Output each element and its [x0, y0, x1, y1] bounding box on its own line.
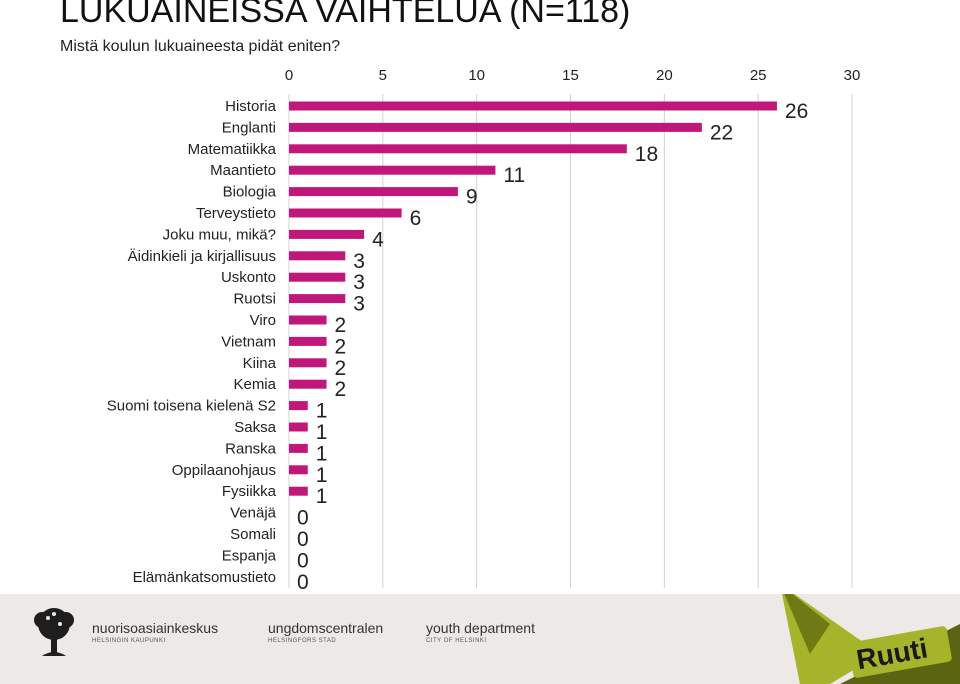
value-label: 2	[335, 378, 347, 401]
logo-ungdomscentralen: ungdomscentralen	[268, 620, 384, 636]
category-label: Suomi toisena kielenä S2	[107, 398, 276, 415]
category-label: Kemia	[233, 376, 276, 393]
logo-youth-department-sub: CITY OF HELSINKI	[426, 638, 487, 644]
bar	[289, 315, 327, 325]
category-label: Biologia	[223, 184, 277, 201]
logo-nuorisoasiainkeskus: nuorisoasiainkeskus	[92, 620, 219, 636]
x-tick-label: 15	[562, 67, 579, 84]
category-label: Englanti	[222, 119, 276, 136]
bar	[289, 294, 346, 304]
value-label: 1	[316, 485, 328, 508]
bar	[289, 144, 627, 154]
value-label: 0	[297, 571, 309, 594]
value-label: 1	[316, 400, 328, 423]
bar	[289, 465, 308, 475]
value-label: 2	[335, 357, 347, 380]
x-tick-label: 30	[844, 67, 861, 84]
x-tick-label: 0	[285, 67, 293, 84]
page-title: LUKUAINEISSA VAIHTELUA (N=118)	[60, 0, 631, 30]
value-label: 0	[297, 507, 309, 530]
logo-ungdomscentralen-sub: HELSINGFORS STAD	[268, 638, 337, 644]
value-label: 4	[372, 228, 384, 251]
category-label: Viro	[250, 312, 276, 329]
category-label: Uskonto	[221, 269, 276, 286]
category-label: Kiina	[243, 355, 277, 372]
category-label: Äidinkieli ja kirjallisuus	[128, 248, 276, 265]
bar	[289, 122, 702, 132]
bar	[289, 229, 365, 239]
value-label: 26	[785, 100, 808, 123]
category-label: Matematiikka	[188, 141, 277, 158]
bar	[289, 401, 308, 411]
value-label: 2	[335, 314, 347, 337]
logo-youth-department: youth department	[426, 620, 535, 636]
bar	[289, 165, 496, 175]
bar	[289, 336, 327, 346]
category-label: Oppilaanohjaus	[172, 462, 276, 479]
footer-logo-bar: nuorisoasiainkeskus HELSINGIN KAUPUNKI u…	[0, 594, 960, 684]
category-label: Ranska	[225, 440, 277, 457]
value-label: 18	[635, 143, 658, 166]
bar	[289, 272, 346, 282]
category-label: Fysiikka	[222, 483, 277, 500]
category-labels: Historia Englanti Matematiikka Maantieto Bio…	[107, 98, 277, 586]
category-label: Vietnam	[221, 333, 276, 350]
value-label: 1	[316, 464, 328, 487]
bar	[289, 486, 308, 496]
value-label: 6	[410, 207, 422, 230]
bar	[289, 208, 402, 218]
tree-logo-icon	[34, 608, 74, 656]
x-axis-ticks: 0 5 10 15 20 25 30	[285, 67, 861, 84]
bar	[289, 251, 346, 261]
category-label: Ruotsi	[233, 291, 276, 308]
bar	[289, 379, 327, 389]
category-label: Espanja	[222, 547, 277, 564]
value-label: 3	[353, 271, 365, 294]
bar-chart: 0 5 10 15 20 25 30 HistoriaEnglantiMatematiikk…	[107, 67, 861, 594]
value-label: 11	[503, 164, 525, 187]
value-label: 1	[316, 442, 328, 465]
category-label: Venäjä	[230, 505, 277, 522]
value-label: 2	[335, 335, 347, 358]
value-label: 3	[353, 293, 365, 316]
page-subtitle: Mistä koulun lukuaineesta pidät eniten?	[60, 38, 341, 55]
category-label: Historia	[225, 98, 277, 115]
logo-nuorisoasiainkeskus-sub: HELSINGIN KAUPUNKI	[92, 638, 166, 644]
bar	[289, 101, 777, 111]
x-tick-label: 25	[750, 67, 767, 84]
category-label: Saksa	[234, 419, 276, 436]
bar	[289, 443, 308, 453]
value-label: 22	[710, 121, 733, 144]
ruuti-brand-graphic: Ruuti	[782, 594, 960, 684]
category-label: Elämänkatsomustieto	[133, 569, 276, 586]
value-label: 0	[297, 549, 309, 572]
chart-gridlines	[288, 94, 853, 588]
category-label: Terveystieto	[196, 205, 276, 222]
x-tick-label: 20	[656, 67, 673, 84]
bar	[289, 358, 327, 368]
category-label: Somali	[230, 526, 276, 543]
category-label: Maantieto	[210, 162, 276, 179]
value-label: 9	[466, 186, 478, 209]
bar	[289, 187, 458, 197]
value-label: 3	[353, 250, 365, 273]
x-tick-label: 5	[379, 67, 387, 84]
category-label: Joku muu, mikä?	[163, 226, 276, 243]
bars	[289, 101, 777, 496]
bar	[289, 422, 308, 432]
value-label: 1	[316, 421, 328, 444]
x-tick-label: 10	[468, 67, 485, 84]
value-label: 0	[297, 528, 309, 551]
